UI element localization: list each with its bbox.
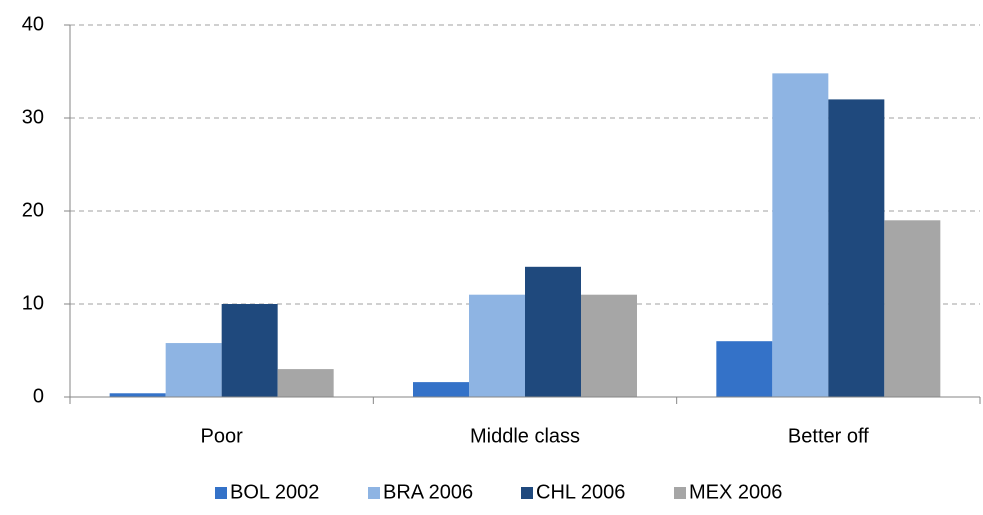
bar: [221, 304, 278, 397]
y-tick-label: 40: [22, 13, 44, 35]
y-tick-label: 30: [22, 106, 44, 128]
x-tick-label: Poor: [201, 425, 244, 447]
legend-swatch: [521, 487, 533, 499]
y-tick-label: 0: [33, 385, 44, 407]
bar: [109, 393, 166, 397]
bar: [525, 266, 581, 397]
x-tick-label: Better off: [788, 425, 869, 447]
legend-label: BOL 2002: [230, 481, 319, 503]
legend-label: BRA 2006: [383, 481, 473, 503]
legend-swatch: [674, 487, 686, 499]
bar: [884, 220, 941, 397]
bar: [413, 382, 469, 397]
legend-label: MEX 2006: [689, 481, 782, 503]
x-tick-label: Middle class: [470, 425, 580, 447]
y-tick-label: 10: [22, 292, 44, 314]
bar: [165, 343, 222, 397]
bar: [716, 341, 773, 397]
legend-swatch: [368, 487, 380, 499]
legend-swatch: [215, 487, 227, 499]
y-tick-label: 20: [22, 199, 44, 221]
bar: [277, 369, 334, 397]
bar: [772, 73, 829, 398]
bar: [581, 294, 637, 397]
legend-label: CHL 2006: [536, 481, 625, 503]
bar: [469, 294, 525, 397]
bar: [828, 99, 885, 398]
